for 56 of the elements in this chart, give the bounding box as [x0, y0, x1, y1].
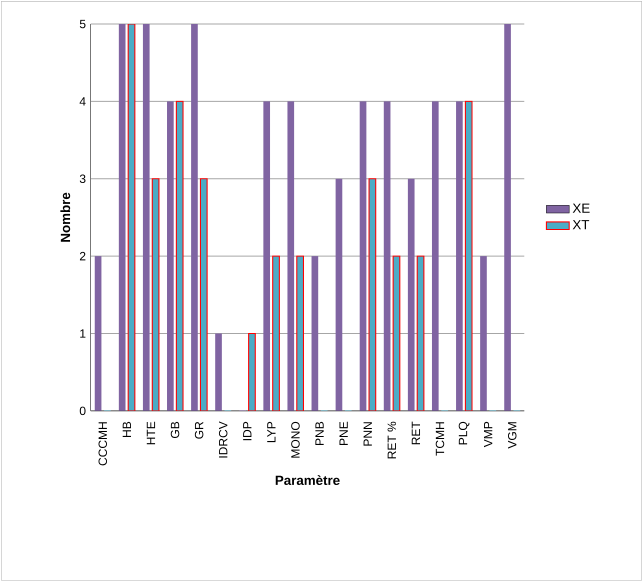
y-tick-label: 1 [80, 330, 86, 338]
x-tick-label: HTE [146, 422, 156, 444]
bar [176, 101, 184, 412]
bar [368, 178, 376, 412]
bar [504, 24, 511, 412]
x-tick-label: RET [412, 422, 420, 444]
x-tick-label: TCMH [436, 422, 444, 456]
bar [152, 178, 160, 412]
bar [215, 334, 222, 412]
bar [167, 102, 174, 412]
bar [408, 178, 415, 412]
bar [94, 256, 102, 412]
y-tick-label: 2 [80, 252, 86, 261]
bar [142, 24, 150, 412]
x-tick-label: MONO [291, 422, 300, 458]
x-tick-label: CCCMH [98, 422, 108, 466]
x-axis-title: Paramètre [276, 475, 340, 486]
bar [312, 256, 318, 412]
legend-label: XE [572, 204, 590, 213]
bar [200, 178, 208, 412]
bar [296, 256, 304, 412]
y-tick-label: 5 [80, 20, 86, 28]
x-tick-label: IDRCV [218, 422, 228, 458]
bar [384, 102, 390, 412]
bar [464, 101, 473, 412]
bar [432, 102, 439, 412]
x-tick-label: GR [194, 422, 204, 439]
x-tick-label: GB [170, 422, 180, 438]
bar [118, 24, 126, 412]
bar [480, 256, 487, 412]
x-tick-label: LYP [267, 422, 276, 442]
bar [336, 178, 342, 412]
y-tick-label: 3 [80, 174, 86, 184]
x-tick-label: PNB [315, 422, 324, 446]
y-tick-label: 0 [80, 406, 86, 416]
x-tick-label: PNE [339, 422, 348, 446]
bar [416, 256, 424, 412]
bar [392, 256, 400, 412]
legend-label: XT [572, 220, 590, 230]
bar [287, 102, 294, 412]
bar [272, 256, 280, 412]
x-tick-label: RET % [388, 422, 396, 459]
bar [128, 24, 136, 412]
x-tick-label: IDP [243, 422, 252, 440]
x-tick-label: PLQ [458, 422, 470, 445]
y-axis-title: Nombre [60, 192, 70, 242]
x-tick-label: HB [122, 422, 131, 438]
x-tick-label: PNN [364, 422, 372, 446]
y-tick-label: 4 [80, 97, 86, 106]
bar [456, 102, 463, 412]
bar [360, 102, 366, 412]
x-tick-label: VMP [484, 422, 492, 448]
bar [248, 333, 256, 412]
bar [263, 102, 270, 412]
bar [191, 24, 198, 412]
x-tick-label: VGM [508, 422, 516, 449]
